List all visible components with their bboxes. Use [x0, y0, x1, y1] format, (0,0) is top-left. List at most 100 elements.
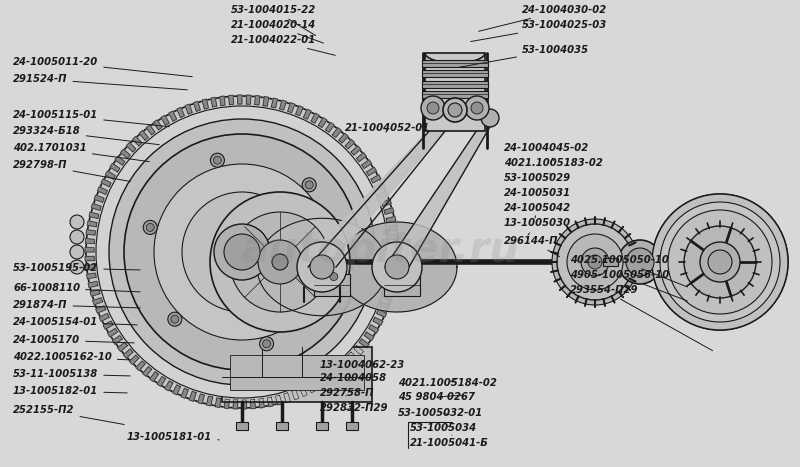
Polygon shape: [364, 332, 374, 340]
Polygon shape: [386, 216, 396, 223]
Polygon shape: [336, 364, 345, 374]
Polygon shape: [224, 399, 230, 409]
Circle shape: [684, 226, 756, 298]
Bar: [422, 81, 488, 88]
Polygon shape: [89, 212, 99, 219]
Polygon shape: [220, 96, 225, 106]
Polygon shape: [86, 239, 94, 244]
Circle shape: [262, 340, 270, 348]
Polygon shape: [337, 222, 457, 312]
Bar: [276, 422, 288, 430]
Polygon shape: [254, 96, 260, 105]
Polygon shape: [86, 230, 95, 235]
Polygon shape: [185, 104, 192, 114]
Bar: [422, 91, 488, 98]
Text: 53-11-1005138: 53-11-1005138: [13, 369, 130, 379]
Circle shape: [588, 255, 602, 269]
Polygon shape: [242, 400, 246, 409]
Text: 13-1005030: 13-1005030: [504, 218, 571, 235]
Polygon shape: [150, 372, 158, 382]
Text: 53-1004025-03: 53-1004025-03: [470, 20, 607, 42]
Polygon shape: [161, 115, 170, 125]
Polygon shape: [275, 395, 282, 405]
Circle shape: [86, 96, 398, 408]
Text: 24-1004058: 24-1004058: [320, 373, 387, 383]
Circle shape: [552, 219, 638, 305]
Text: 292832-П29: 292832-П29: [320, 403, 389, 413]
Polygon shape: [380, 302, 390, 309]
Polygon shape: [292, 390, 299, 400]
Text: 24-1004030-02: 24-1004030-02: [478, 5, 607, 31]
Circle shape: [326, 269, 341, 283]
Circle shape: [297, 242, 347, 292]
Circle shape: [70, 230, 84, 244]
Circle shape: [210, 153, 225, 167]
Polygon shape: [382, 294, 393, 301]
Text: 21-1004022-01: 21-1004022-01: [231, 35, 335, 55]
Circle shape: [210, 192, 350, 332]
Circle shape: [421, 96, 445, 120]
Text: 53-1005032-01: 53-1005032-01: [398, 408, 483, 418]
Polygon shape: [348, 352, 358, 361]
Polygon shape: [142, 367, 152, 376]
Circle shape: [146, 223, 154, 232]
Polygon shape: [154, 120, 162, 130]
Polygon shape: [106, 171, 115, 179]
Circle shape: [70, 260, 84, 274]
Polygon shape: [198, 394, 204, 404]
Polygon shape: [308, 110, 462, 277]
Circle shape: [668, 210, 772, 314]
Polygon shape: [157, 376, 166, 387]
Circle shape: [471, 102, 483, 114]
Polygon shape: [339, 134, 348, 143]
Text: 292798-П: 292798-П: [13, 160, 130, 182]
Circle shape: [652, 194, 788, 330]
Polygon shape: [233, 400, 238, 409]
Polygon shape: [257, 218, 387, 316]
Circle shape: [224, 234, 260, 270]
Polygon shape: [390, 243, 399, 248]
Polygon shape: [250, 399, 255, 409]
Polygon shape: [357, 153, 366, 162]
Polygon shape: [110, 163, 120, 172]
Bar: [425, 53, 485, 131]
Polygon shape: [389, 234, 398, 239]
Polygon shape: [169, 111, 177, 121]
Polygon shape: [329, 369, 338, 379]
Bar: [222, 347, 372, 402]
Polygon shape: [326, 122, 334, 132]
Text: 53-1005034: 53-1005034: [410, 423, 477, 433]
Polygon shape: [133, 136, 142, 146]
Bar: [384, 274, 420, 296]
Circle shape: [481, 109, 499, 127]
Text: 53-1005195-02: 53-1005195-02: [13, 263, 140, 273]
Text: 53-1004035: 53-1004035: [458, 45, 589, 68]
Polygon shape: [351, 146, 361, 155]
Polygon shape: [86, 273, 96, 279]
Text: 21-1004052-01: 21-1004052-01: [345, 123, 430, 133]
Polygon shape: [332, 127, 342, 137]
Circle shape: [109, 119, 375, 385]
Polygon shape: [296, 106, 303, 116]
Circle shape: [310, 255, 334, 279]
Polygon shape: [98, 187, 107, 194]
Circle shape: [171, 315, 179, 323]
Polygon shape: [263, 97, 269, 106]
Polygon shape: [93, 298, 102, 305]
Polygon shape: [387, 277, 397, 283]
Circle shape: [305, 181, 313, 189]
Text: 24-1005042: 24-1005042: [504, 203, 571, 218]
Polygon shape: [115, 156, 125, 165]
Text: 24-1005011-20: 24-1005011-20: [13, 57, 192, 77]
Circle shape: [465, 96, 489, 120]
Polygon shape: [389, 269, 398, 274]
Circle shape: [214, 224, 270, 280]
Circle shape: [330, 273, 338, 281]
Polygon shape: [318, 118, 327, 127]
Polygon shape: [229, 95, 234, 105]
Polygon shape: [382, 199, 391, 206]
Polygon shape: [314, 379, 323, 389]
Polygon shape: [378, 191, 388, 198]
Bar: [230, 355, 364, 390]
Bar: [346, 422, 358, 430]
